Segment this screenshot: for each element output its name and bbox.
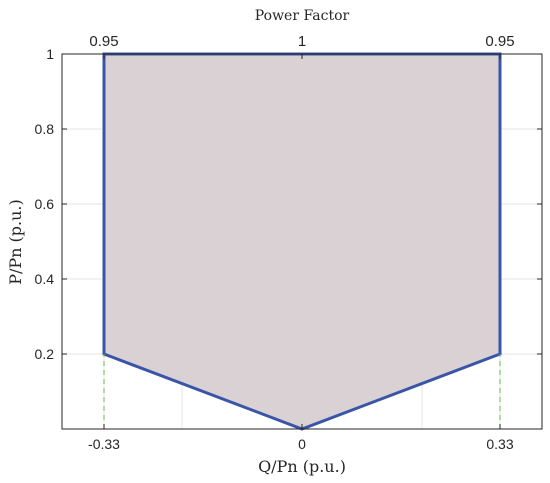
x-tick-label: -0.33 <box>88 436 120 452</box>
y-tick-label: 0.2 <box>35 346 55 362</box>
x-tick-label: 0 <box>298 436 306 452</box>
y-tick-label: 0.4 <box>35 271 55 287</box>
x-axis-label: Q/Pn (p.u.) <box>258 457 346 476</box>
top-axis-label: Power Factor <box>255 8 350 24</box>
capability-region <box>102 52 502 431</box>
top-tick-label: 0.95 <box>89 33 118 50</box>
guide-lines <box>103 354 501 429</box>
top-tick-label: 0.95 <box>485 33 514 50</box>
ticks: 0.2 0.4 0.6 0.8 1 -0.33 0 0.33 0.95 1 0.95 <box>35 33 542 452</box>
y-tick-label: 0.8 <box>35 121 55 137</box>
x-tick-label: 0.33 <box>486 436 513 452</box>
y-tick-label: 1 <box>46 46 54 62</box>
top-tick-label: 1 <box>298 33 306 50</box>
y-tick-label: 0.6 <box>35 196 55 212</box>
capability-polygon <box>102 52 502 431</box>
y-axis-label: P/Pn (p.u.) <box>6 199 25 285</box>
